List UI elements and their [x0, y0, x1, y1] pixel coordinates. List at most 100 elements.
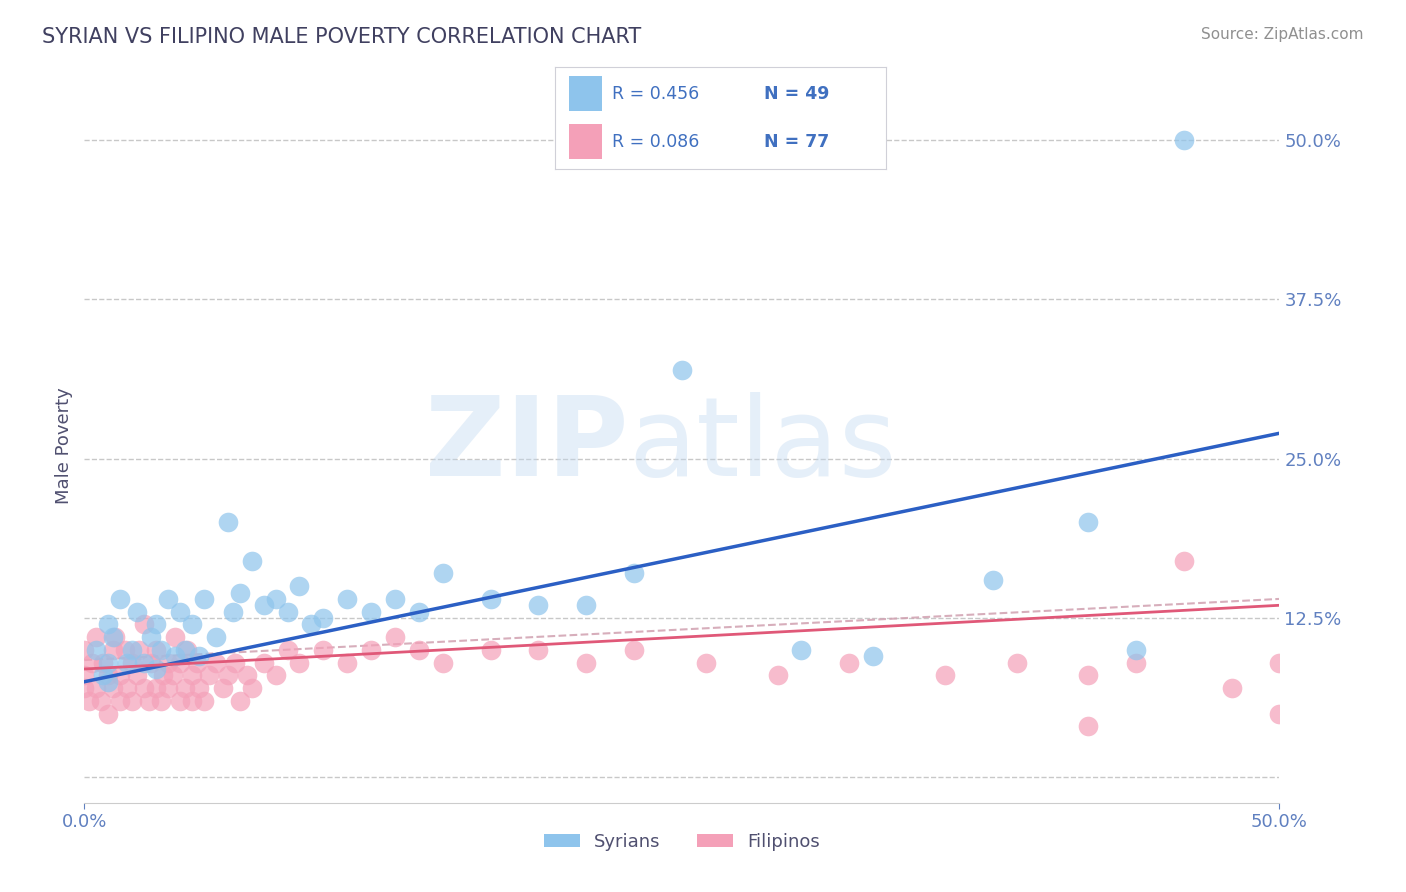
Point — [336, 656, 359, 670]
Point — [623, 643, 645, 657]
Point — [73, 668, 96, 682]
Point — [1268, 706, 1291, 721]
Point — [384, 591, 406, 606]
Point — [1077, 668, 1099, 682]
Point — [695, 656, 717, 670]
Point — [229, 694, 252, 708]
Point — [110, 591, 132, 606]
Point — [86, 681, 108, 695]
Point — [169, 656, 191, 670]
Point — [188, 649, 211, 664]
Point — [432, 566, 454, 581]
Point — [264, 591, 287, 606]
Point — [1220, 681, 1243, 695]
Point — [217, 516, 239, 530]
Point — [197, 668, 219, 682]
Point — [132, 656, 156, 670]
Point — [121, 656, 143, 670]
Point — [1173, 133, 1195, 147]
Point — [981, 573, 1004, 587]
Point — [145, 617, 167, 632]
Text: atlas: atlas — [628, 392, 897, 500]
Point — [205, 656, 228, 670]
Point — [176, 643, 198, 657]
Point — [97, 617, 120, 632]
Point — [181, 617, 204, 632]
Point — [128, 643, 150, 657]
Point — [575, 599, 598, 613]
Point — [117, 681, 139, 695]
Point — [90, 694, 112, 708]
Point — [145, 662, 167, 676]
Point — [240, 554, 263, 568]
Point — [193, 591, 215, 606]
Point — [77, 694, 100, 708]
Point — [173, 643, 195, 657]
Point — [288, 656, 311, 670]
Point — [253, 656, 276, 670]
Point — [336, 591, 359, 606]
Point — [114, 643, 136, 657]
Point — [1173, 554, 1195, 568]
Point — [301, 617, 323, 632]
Point — [432, 656, 454, 670]
Point — [408, 605, 430, 619]
Point — [671, 362, 693, 376]
Text: Source: ZipAtlas.com: Source: ZipAtlas.com — [1201, 27, 1364, 42]
Text: R = 0.086: R = 0.086 — [612, 133, 699, 151]
Point — [934, 668, 956, 682]
Point — [186, 656, 208, 670]
Point — [149, 643, 172, 657]
Point — [479, 591, 502, 606]
Point — [217, 668, 239, 682]
Point — [181, 668, 204, 682]
Point — [138, 694, 160, 708]
Point — [253, 599, 276, 613]
Point — [165, 649, 187, 664]
Point — [479, 643, 502, 657]
Point — [149, 694, 172, 708]
Point — [141, 656, 163, 670]
Point — [157, 656, 180, 670]
Point — [838, 656, 860, 670]
Point — [862, 649, 884, 664]
Point — [117, 656, 139, 670]
Point — [97, 674, 120, 689]
Point — [93, 668, 115, 682]
Point — [125, 668, 148, 682]
Legend: Syrians, Filipinos: Syrians, Filipinos — [537, 826, 827, 858]
Point — [101, 681, 124, 695]
Point — [132, 681, 156, 695]
Point — [360, 643, 382, 657]
Point — [205, 630, 228, 644]
Point — [110, 694, 132, 708]
Point — [766, 668, 789, 682]
Point — [152, 668, 174, 682]
Point — [212, 681, 235, 695]
Point — [288, 579, 311, 593]
Text: N = 77: N = 77 — [763, 133, 828, 151]
Point — [101, 643, 124, 657]
Point — [104, 630, 127, 644]
Point — [1125, 656, 1147, 670]
Point — [229, 585, 252, 599]
Point — [86, 643, 108, 657]
Point — [125, 605, 148, 619]
Text: SYRIAN VS FILIPINO MALE POVERTY CORRELATION CHART: SYRIAN VS FILIPINO MALE POVERTY CORRELAT… — [42, 27, 641, 46]
Point — [240, 681, 263, 695]
Point — [1268, 656, 1291, 670]
Point — [408, 643, 430, 657]
Text: ZIP: ZIP — [425, 392, 628, 500]
Point — [93, 656, 115, 670]
Point — [623, 566, 645, 581]
Point — [162, 668, 184, 682]
Point — [1005, 656, 1028, 670]
Text: R = 0.456: R = 0.456 — [612, 85, 699, 103]
Point — [264, 668, 287, 682]
Point — [1077, 719, 1099, 733]
Point — [165, 630, 187, 644]
Point — [110, 668, 132, 682]
Point — [221, 605, 243, 619]
Point — [181, 694, 204, 708]
Text: N = 49: N = 49 — [763, 85, 830, 103]
